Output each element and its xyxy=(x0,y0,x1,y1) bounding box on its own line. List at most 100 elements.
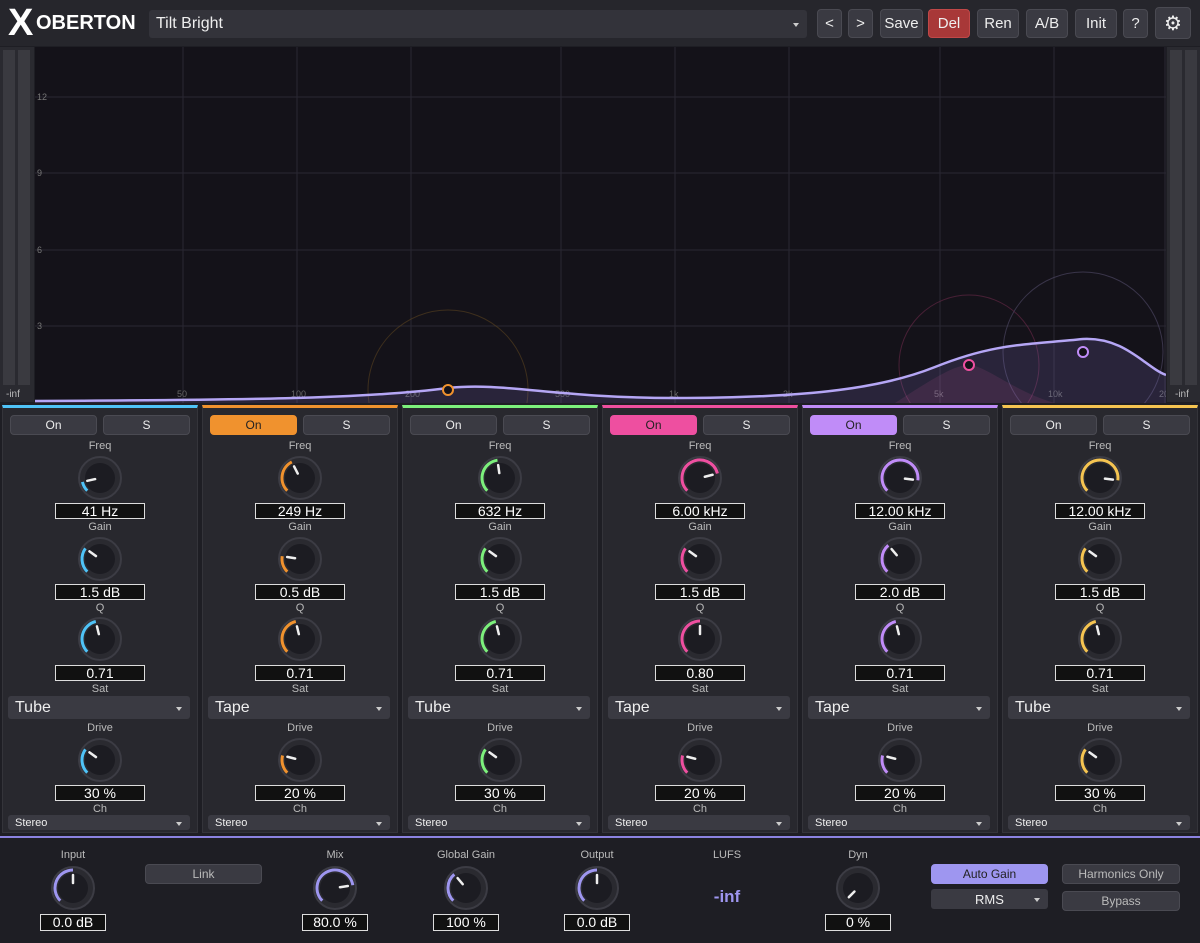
knob[interactable] xyxy=(277,737,323,783)
knob[interactable] xyxy=(77,737,123,783)
knob[interactable] xyxy=(877,455,923,501)
x-label: 200 xyxy=(405,389,420,399)
knob[interactable] xyxy=(477,737,523,783)
param-label: Drive xyxy=(287,722,313,734)
header-button[interactable]: Init xyxy=(1075,9,1117,38)
header-button[interactable]: A/B xyxy=(1026,9,1068,38)
knob[interactable] xyxy=(877,536,923,582)
header-button[interactable]: < xyxy=(817,9,842,38)
knob-pointer xyxy=(890,547,899,557)
knob[interactable] xyxy=(443,865,489,911)
header-button[interactable]: Ren xyxy=(977,9,1019,38)
knob[interactable] xyxy=(477,536,523,582)
knob[interactable] xyxy=(50,865,96,911)
param-label: Sat xyxy=(891,683,909,695)
knob[interactable] xyxy=(877,737,923,783)
knob-body xyxy=(1085,463,1115,493)
detector-select[interactable]: RMS xyxy=(931,889,1048,909)
knob[interactable] xyxy=(1077,737,1123,783)
header-button[interactable]: ? xyxy=(1123,9,1148,38)
channel-select[interactable]: Stereo xyxy=(1008,815,1190,830)
channel-select[interactable]: Stereo xyxy=(608,815,790,830)
knob[interactable] xyxy=(277,616,323,662)
channel-select[interactable]: Stereo xyxy=(8,815,190,830)
x-label: 100 xyxy=(291,389,306,399)
knob[interactable] xyxy=(677,536,723,582)
knob-body xyxy=(885,544,915,574)
param-label: Ch xyxy=(292,803,308,815)
knob-arc xyxy=(280,620,297,653)
solo-button[interactable]: S xyxy=(103,415,190,435)
footer-value: 80.0 % xyxy=(302,914,368,931)
knob-body xyxy=(685,624,715,654)
param-label: Gain xyxy=(288,521,312,533)
sat-select[interactable]: Tube xyxy=(8,696,190,719)
solo-button[interactable]: S xyxy=(703,415,790,435)
knob[interactable] xyxy=(1077,536,1123,582)
knob[interactable] xyxy=(574,865,620,911)
knob[interactable] xyxy=(677,737,723,783)
knob[interactable] xyxy=(877,616,923,662)
solo-button[interactable]: S xyxy=(503,415,590,435)
param-label: Sat xyxy=(91,683,109,695)
knob[interactable] xyxy=(277,455,323,501)
sat-select[interactable]: Tube xyxy=(1008,696,1190,719)
knob-arc xyxy=(80,481,89,492)
footer-label: Global Gain xyxy=(436,849,496,861)
knob[interactable] xyxy=(1077,455,1123,501)
channel-select[interactable]: Stereo xyxy=(408,815,590,830)
on-button[interactable]: On xyxy=(210,415,297,435)
sat-select[interactable]: Tape xyxy=(208,696,390,719)
solo-button[interactable]: S xyxy=(1103,415,1190,435)
knob-arc xyxy=(315,868,355,902)
settings-button[interactable]: ⚙ xyxy=(1155,7,1191,39)
knob[interactable] xyxy=(677,455,723,501)
knob[interactable] xyxy=(677,616,723,662)
harmonics-only-button[interactable]: Harmonics Only xyxy=(1062,864,1180,884)
on-button[interactable]: On xyxy=(410,415,497,435)
knob[interactable] xyxy=(77,536,123,582)
knob[interactable] xyxy=(835,865,881,911)
on-button[interactable]: On xyxy=(1010,415,1097,435)
knob[interactable] xyxy=(312,865,358,911)
knob-pointer xyxy=(703,473,714,479)
channel-select[interactable]: Stereo xyxy=(808,815,990,830)
param-label: Freq xyxy=(688,440,712,452)
sat-select[interactable]: Tube xyxy=(408,696,590,719)
knob[interactable] xyxy=(477,455,523,501)
bypass-button[interactable]: Bypass xyxy=(1062,891,1180,911)
knob[interactable] xyxy=(77,455,123,501)
knob-arc xyxy=(680,755,689,774)
param-value: 30 % xyxy=(1055,785,1145,801)
link-button[interactable]: Link xyxy=(145,864,262,884)
sat-select[interactable]: Tape xyxy=(608,696,790,719)
x-label: 10k xyxy=(1048,389,1063,399)
solo-button[interactable]: S xyxy=(303,415,390,435)
param-value: 1.5 dB xyxy=(655,584,745,600)
knob-arc xyxy=(280,755,289,774)
knob[interactable] xyxy=(477,616,523,662)
header-button[interactable]: > xyxy=(848,9,873,38)
knob-arc xyxy=(880,620,897,653)
param-value: 1.5 dB xyxy=(1055,584,1145,600)
param-value: 20 % xyxy=(255,785,345,801)
knob-arc xyxy=(680,547,689,573)
on-button[interactable]: On xyxy=(10,415,97,435)
x-label: 20k xyxy=(1159,389,1166,399)
knob-body xyxy=(320,873,350,903)
knob[interactable] xyxy=(77,616,123,662)
auto-gain-button[interactable]: Auto Gain xyxy=(931,864,1048,884)
knob[interactable] xyxy=(1077,616,1123,662)
preset-select[interactable]: Tilt Bright xyxy=(149,10,807,38)
header-button[interactable]: Del xyxy=(928,9,970,38)
solo-button[interactable]: S xyxy=(903,415,990,435)
knob[interactable] xyxy=(277,536,323,582)
knob-arc xyxy=(280,460,293,492)
knob-pointer xyxy=(286,755,297,761)
knob-pointer xyxy=(295,625,301,636)
on-button[interactable]: On xyxy=(810,415,897,435)
header-button[interactable]: Save xyxy=(880,9,923,38)
on-button[interactable]: On xyxy=(610,415,697,435)
channel-select[interactable]: Stereo xyxy=(208,815,390,830)
sat-select[interactable]: Tape xyxy=(808,696,990,719)
